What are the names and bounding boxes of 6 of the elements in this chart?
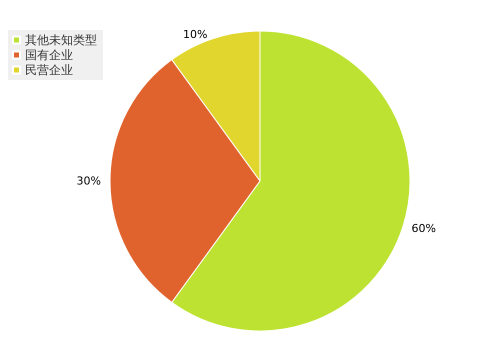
data-label: 60%	[411, 222, 436, 236]
data-label: 30%	[76, 174, 101, 188]
legend-label: 其他未知类型	[25, 33, 97, 47]
legend-label: 民营企业	[25, 63, 73, 77]
data-label: 10%	[182, 28, 208, 42]
legend-label: 国有企业	[25, 48, 73, 62]
